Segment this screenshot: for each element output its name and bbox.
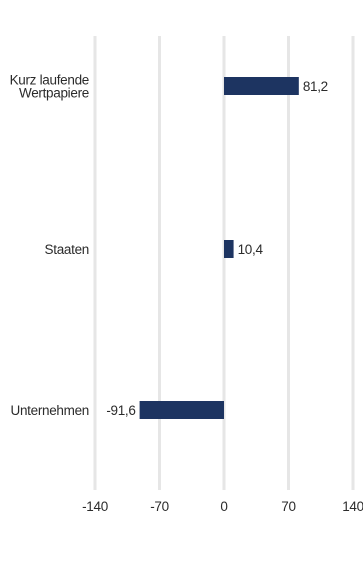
value-label: -91,6	[106, 403, 135, 418]
bar	[224, 240, 234, 258]
bar	[139, 401, 224, 419]
category-label: Staaten	[45, 242, 89, 257]
x-tick-label: 70	[281, 499, 295, 514]
x-tick-label: -140	[82, 499, 108, 514]
bars	[139, 77, 299, 419]
category-label-line: Wertpapiere	[19, 86, 89, 101]
category-label: Kurz laufende Wertpapiere	[10, 73, 89, 101]
category-label-line: Unternehmen	[11, 403, 90, 418]
x-tick-label: 0	[220, 499, 227, 514]
category-label: Unternehmen	[11, 403, 90, 418]
category-label-line: Staaten	[45, 242, 89, 257]
x-tick-label: 140	[342, 499, 363, 514]
grid-lines	[93, 36, 355, 490]
bar	[224, 77, 299, 95]
x-tick-label: -70	[150, 499, 169, 514]
value-label: 81,2	[303, 79, 328, 94]
category-label-line: Kurz laufende	[10, 73, 89, 88]
labels: -140 -70 0 70 140 Kurz laufende Wertpapiere 81,…	[10, 73, 363, 515]
value-label: 10,4	[238, 242, 264, 257]
